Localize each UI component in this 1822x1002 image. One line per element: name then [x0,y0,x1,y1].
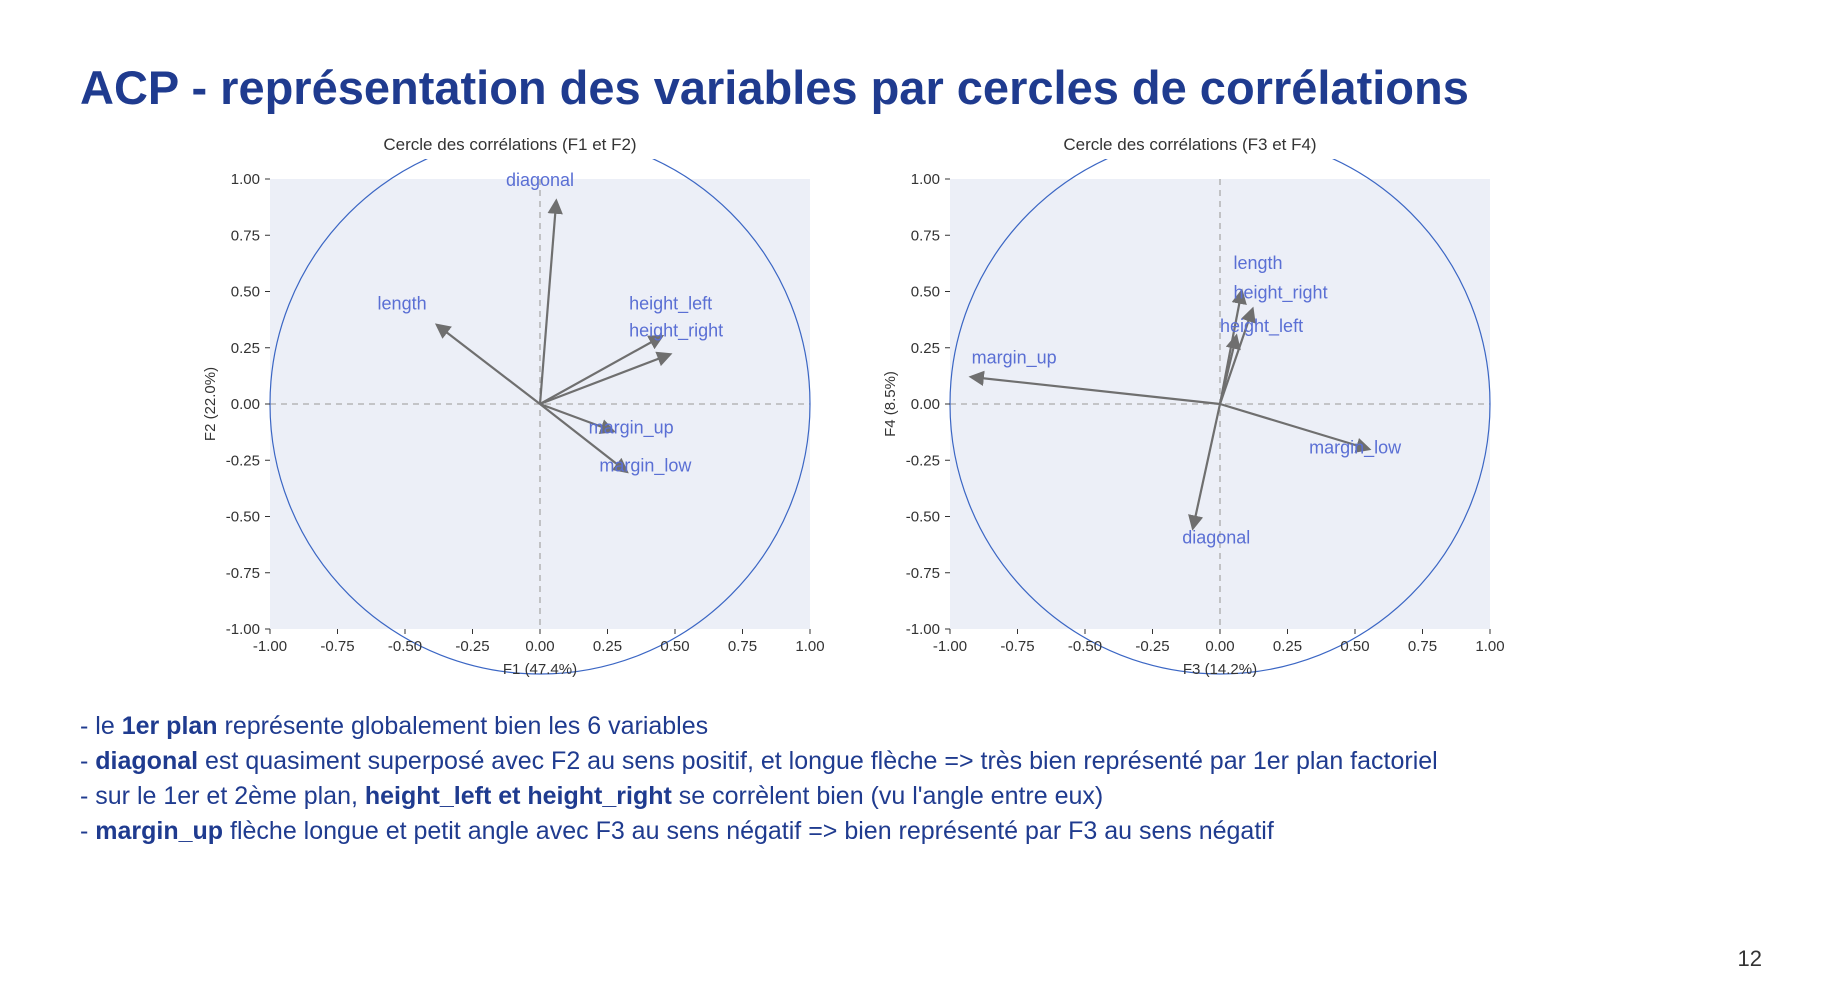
svg-text:0.00: 0.00 [525,638,554,655]
chart1-title: Cercle des corrélations (F1 et F2) [190,135,830,155]
bullet-prefix: - [80,747,95,775]
bullet-prefix: - le [80,712,122,740]
bullet-suffix: représente globalement bien les 6 variab… [218,712,709,740]
bullets-list: - le 1er plan représente globalement bie… [80,709,1742,849]
svg-text:1.00: 1.00 [911,171,940,188]
svg-text:-1.00: -1.00 [933,638,967,655]
svg-text:-0.75: -0.75 [1000,638,1034,655]
variable-label: diagonal [506,170,574,190]
svg-text:-1.00: -1.00 [253,638,287,655]
variable-label: height_left [629,294,712,315]
bullet-item: - sur le 1er et 2ème plan, height_left e… [80,779,1742,814]
svg-text:F3 (14.2%): F3 (14.2%) [1183,661,1257,678]
charts-row: Cercle des corrélations (F1 et F2) -1.00… [190,135,1742,679]
svg-text:0.25: 0.25 [593,638,622,655]
svg-text:-0.50: -0.50 [388,638,422,655]
svg-text:0.25: 0.25 [911,340,940,357]
svg-text:F2 (22.0%): F2 (22.0%) [202,367,219,441]
svg-text:1.00: 1.00 [795,638,824,655]
svg-text:1.00: 1.00 [1475,638,1504,655]
bullet-bold: height_left et height_right [365,782,672,810]
bullet-suffix: se corrèlent bien (vu l'angle entre eux) [672,782,1103,810]
svg-text:-0.50: -0.50 [226,509,260,526]
variable-label: length [378,294,427,314]
svg-text:0.50: 0.50 [911,284,940,301]
page-title: ACP - représentation des variables par c… [80,60,1742,115]
bullet-bold: diagonal [95,747,198,775]
chart2-svg: -1.00-1.00 -0.75 -0.75 -0.50 -0.50 -0.25 -0.25… [870,159,1510,679]
bullet-item: - le 1er plan représente globalement bie… [80,709,1742,744]
variable-label: margin_low [599,456,692,477]
variable-label: margin_up [589,417,674,438]
svg-text:0.75: 0.75 [231,227,260,244]
svg-text:0.00: 0.00 [1205,638,1234,655]
svg-text:F1 (47.4%): F1 (47.4%) [503,661,577,678]
svg-text:-0.75: -0.75 [320,638,354,655]
variable-label: height_right [1234,282,1328,303]
chart1-svg: -1.00-1.00 -0.75 -0.75 -0.50 -0.50 -0.25 -0.25… [190,159,830,679]
variable-label: margin_up [972,348,1057,369]
page-number: 12 [1738,946,1762,972]
chart2-title: Cercle des corrélations (F3 et F4) [870,135,1510,155]
variable-label: height_left [1220,316,1303,337]
svg-text:-0.25: -0.25 [226,452,260,469]
bullet-prefix: - sur le 1er et 2ème plan, [80,782,365,810]
bullet-item: - margin_up flèche longue et petit angle… [80,814,1742,849]
svg-text:0.25: 0.25 [1273,638,1302,655]
svg-text:-0.75: -0.75 [906,565,940,582]
svg-text:-0.25: -0.25 [906,452,940,469]
bullet-suffix: est quasiment superposé avec F2 au sens … [198,747,1438,775]
svg-text:-0.75: -0.75 [226,565,260,582]
svg-text:0.50: 0.50 [231,284,260,301]
chart1-block: Cercle des corrélations (F1 et F2) -1.00… [190,135,830,679]
svg-text:-0.25: -0.25 [1135,638,1169,655]
svg-text:0.75: 0.75 [1408,638,1437,655]
svg-text:0.50: 0.50 [660,638,689,655]
bullet-bold: 1er plan [122,712,218,740]
svg-text:-0.50: -0.50 [906,509,940,526]
svg-text:0.75: 0.75 [911,227,940,244]
svg-text:-0.25: -0.25 [455,638,489,655]
chart2-block: Cercle des corrélations (F3 et F4) -1.00… [870,135,1510,679]
bullet-item: - diagonal est quasiment superposé avec … [80,744,1742,779]
svg-text:-1.00: -1.00 [226,621,260,638]
svg-text:0.25: 0.25 [231,340,260,357]
svg-text:0.00: 0.00 [231,396,260,413]
svg-text:0.50: 0.50 [1340,638,1369,655]
bullet-bold: margin_up [95,817,223,845]
bullet-suffix: flèche longue et petit angle avec F3 au … [223,817,1274,845]
variable-label: height_right [629,321,723,342]
svg-text:0.75: 0.75 [728,638,757,655]
svg-text:0.00: 0.00 [911,396,940,413]
bullet-prefix: - [80,817,95,845]
variable-label: length [1234,253,1283,273]
svg-text:1.00: 1.00 [231,171,260,188]
variable-label: margin_low [1309,438,1402,459]
svg-text:F4 (8.5%): F4 (8.5%) [882,371,899,437]
variable-label: diagonal [1182,528,1250,548]
slide: ACP - représentation des variables par c… [0,0,1822,1002]
svg-text:-0.50: -0.50 [1068,638,1102,655]
svg-text:-1.00: -1.00 [906,621,940,638]
